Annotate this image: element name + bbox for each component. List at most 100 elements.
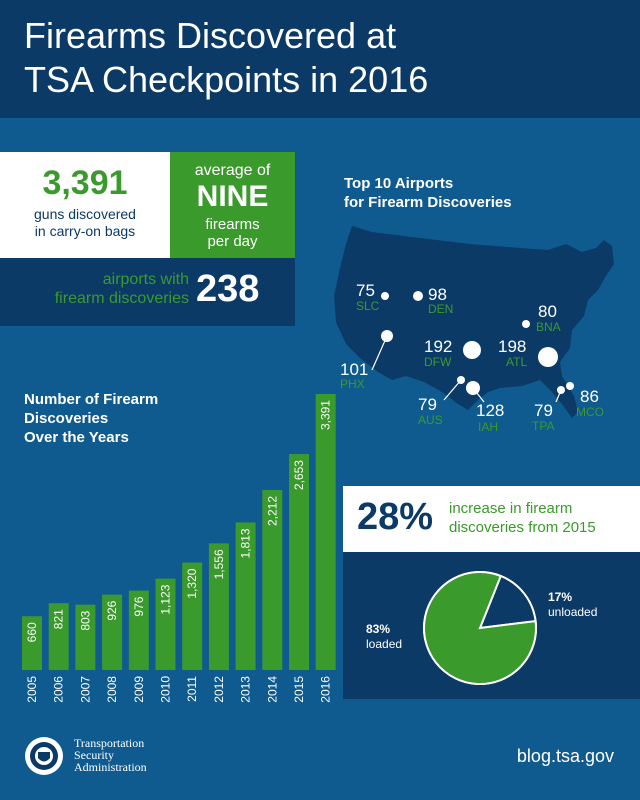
code-bna: BNA [536,320,561,334]
count-bna: 80 [538,302,557,321]
code-tpa: TPA [532,419,554,433]
guns-label-line1: guns discovered [34,206,136,222]
year-label-2007: 2007 [78,676,92,703]
bar-2007 [75,604,96,670]
dot-slc [381,292,389,300]
leader-tpa [555,389,562,403]
pie-slice-unloaded [478,574,537,630]
bar-chart-title-line2: Discoveries [24,410,109,427]
count-mco: 86 [580,387,599,406]
bar-value-2009: 976 [132,596,146,616]
bar-chart-title: Number of Firearm Discoveries Over the Y… [24,390,158,447]
year-label-2009: 2009 [132,676,146,703]
bar-value-2011: 1,320 [185,568,199,598]
year-label-2012: 2012 [212,676,226,703]
dhs-seal-icon [25,737,63,775]
increase-line1: increase in firearm [449,500,573,517]
bar-2015 [289,454,309,670]
airports-stat-box: airports with firearm discoveries 238 [0,258,295,326]
code-den: DEN [428,302,453,316]
count-slc: 75 [356,281,375,300]
count-aus: 79 [418,395,437,414]
bar-2010 [155,578,176,670]
leader-phx [371,335,388,371]
airports-line2: firearm discoveries [54,290,189,307]
code-phx: PHX [340,377,365,391]
bar-value-2014: 2,212 [265,496,279,526]
map-labels: 75 SLC 98 DEN 80 BNA 192 DFW 198 ATL 101… [340,281,604,434]
year-label-2013: 2013 [239,676,253,703]
bar-2005 [22,616,42,670]
code-iah: IAH [478,420,498,434]
bar-chart: 660 2005 821 2006 803 2007 926 2008 976 2009 1,123… [22,394,336,703]
leader-iah [472,387,485,403]
agency-name: Transportation Security Administration [74,737,147,773]
agency-line2: Security [74,748,114,762]
average-big: NINE [196,180,269,213]
code-aus: AUS [418,413,443,427]
code-slc: SLC [356,299,380,313]
code-dfw: DFW [424,355,452,369]
bar-2008 [102,594,123,670]
pie-label-loaded: 83% loaded [366,622,402,652]
bar-2013 [235,522,256,670]
guns-count: 3,391 [42,164,128,202]
bar-2006 [48,603,69,670]
bar-value-2007: 803 [78,610,92,630]
count-atl: 198 [498,337,526,356]
pie-label-loaded-text: loaded [366,637,403,651]
average-stat-box: average of NINE firearms per day [170,152,295,258]
bar-value-2006: 821 [52,609,66,629]
bar-2009 [128,590,149,670]
pie-label-unloaded-text: unloaded [548,605,598,619]
pie-label-unloaded: 17% unloaded [548,590,597,620]
airports-count: 238 [196,268,260,310]
average-line1: average of [194,162,271,179]
guns-label-line2: in carry-on bags [34,223,136,239]
us-map-shape [334,226,614,418]
pie-label-unloaded-pct: 17% [548,590,573,604]
bar-value-2012: 1,556 [212,549,226,579]
bar-value-2008: 926 [105,600,119,620]
bar-value-2005: 660 [25,622,39,642]
increase-line2: discoveries from 2015 [449,519,596,536]
map-title-line2: for Firearm Discoveries [344,194,512,211]
dot-dfw [463,341,481,359]
dot-bna [522,320,530,328]
bar-chart-title-line1: Number of Firearm [24,391,159,408]
year-label-2006: 2006 [52,676,66,703]
bar-value-2010: 1,123 [159,584,173,614]
year-label-2014: 2014 [265,676,279,703]
year-label-2015: 2015 [292,676,306,703]
average-line2: firearms [205,216,260,233]
count-den: 98 [428,285,447,304]
bar-value-2015: 2,653 [292,460,306,490]
map-title: Top 10 Airports for Firearm Discoveries [344,174,512,212]
bar-2016 [315,394,336,670]
bar-2011 [182,562,203,670]
pie-chart [423,571,537,685]
average-line3: per day [207,233,258,250]
bar-value-2013: 1,813 [239,528,253,558]
agency-line3: Administration [74,760,147,774]
code-mco: MCO [576,405,604,419]
page-title-line2: TSA Checkpoints in 2016 [24,59,429,100]
guns-stat-box: 3,391 guns discovered in carry-on bags [0,152,170,258]
dot-den [413,291,423,301]
count-phx: 101 [340,360,368,379]
page-title-line1: Firearms Discovered at [24,15,397,56]
bar-value-2016: 3,391 [319,400,333,430]
year-label-2016: 2016 [319,676,333,703]
count-tpa: 79 [534,401,553,420]
header-banner: Firearms Discovered at TSA Checkpoints i… [0,0,640,118]
bar-chart-title-line3: Over the Years [24,429,129,446]
year-label-2010: 2010 [159,676,173,703]
code-atl: ATL [506,355,527,369]
increase-pct: 28% [357,496,434,538]
map-title-line1: Top 10 Airports [344,175,454,192]
pie-slice-loaded [423,571,537,685]
leader-aus [443,379,462,401]
pie-label-loaded-pct: 83% [366,622,391,636]
blog-url[interactable]: blog.tsa.gov [516,746,614,766]
